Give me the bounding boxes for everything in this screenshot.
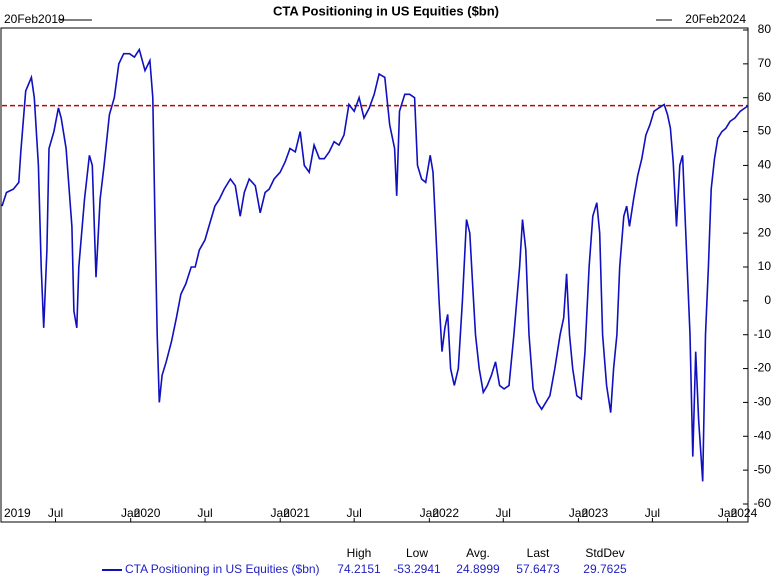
stat-header: StdDev	[585, 546, 624, 560]
x-tick-label: Jan	[569, 506, 588, 520]
year-label: 2022	[432, 506, 459, 520]
y-tick-label: 20	[758, 225, 772, 239]
start-date-label: 20Feb2019	[4, 12, 65, 26]
y-tick-label: -20	[754, 361, 772, 375]
y-tick-label: -40	[754, 428, 772, 442]
x-tick-label: Jul	[197, 506, 212, 520]
stat-value: -53.2941	[393, 562, 441, 576]
stat-header: Last	[527, 546, 550, 560]
series-line	[1, 47, 749, 482]
x-tick-label: Jul	[645, 506, 660, 520]
x-tick-label: Jul	[346, 506, 361, 520]
y-tick-label: -50	[754, 462, 772, 476]
x-tick-label: Jul	[496, 506, 511, 520]
y-tick-label: 60	[758, 90, 772, 104]
year-label: 2020	[134, 506, 161, 520]
end-date-label: 20Feb2024	[685, 12, 746, 26]
stat-value: 24.8999	[456, 562, 500, 576]
y-tick-label: -30	[754, 395, 772, 409]
year-label: 2024	[731, 506, 758, 520]
x-tick-label: Jan	[718, 506, 737, 520]
y-tick-label: 80	[758, 22, 772, 36]
y-tick-label: 70	[758, 56, 772, 70]
stat-header: High	[347, 546, 372, 560]
x-tick-label: Jan	[420, 506, 439, 520]
x-tick-label: Jul	[48, 506, 63, 520]
y-tick-label: -60	[754, 496, 772, 510]
y-tick-label: -10	[754, 327, 772, 341]
y-tick-label: 30	[758, 191, 772, 205]
y-tick-label: 10	[758, 259, 772, 273]
plot-frame	[0, 27, 749, 523]
year-label: 2019	[4, 506, 31, 520]
stat-value: 57.6473	[516, 562, 560, 576]
chart-title: CTA Positioning in US Equities ($bn)	[273, 3, 499, 18]
y-tick-label: 0	[764, 293, 771, 307]
stat-value: 74.2151	[337, 562, 381, 576]
year-label: 2023	[581, 506, 608, 520]
y-tick-label: 50	[758, 124, 772, 138]
legend-label: CTA Positioning in US Equities ($bn)	[125, 562, 320, 576]
y-tick-label: 40	[758, 158, 772, 172]
stat-value: 29.7625	[583, 562, 627, 576]
stat-header: Low	[406, 546, 428, 560]
year-label: 2021	[283, 506, 310, 520]
x-tick-label: Jan	[121, 506, 140, 520]
stat-header: Avg.	[466, 546, 490, 560]
x-tick-label: Jan	[271, 506, 290, 520]
